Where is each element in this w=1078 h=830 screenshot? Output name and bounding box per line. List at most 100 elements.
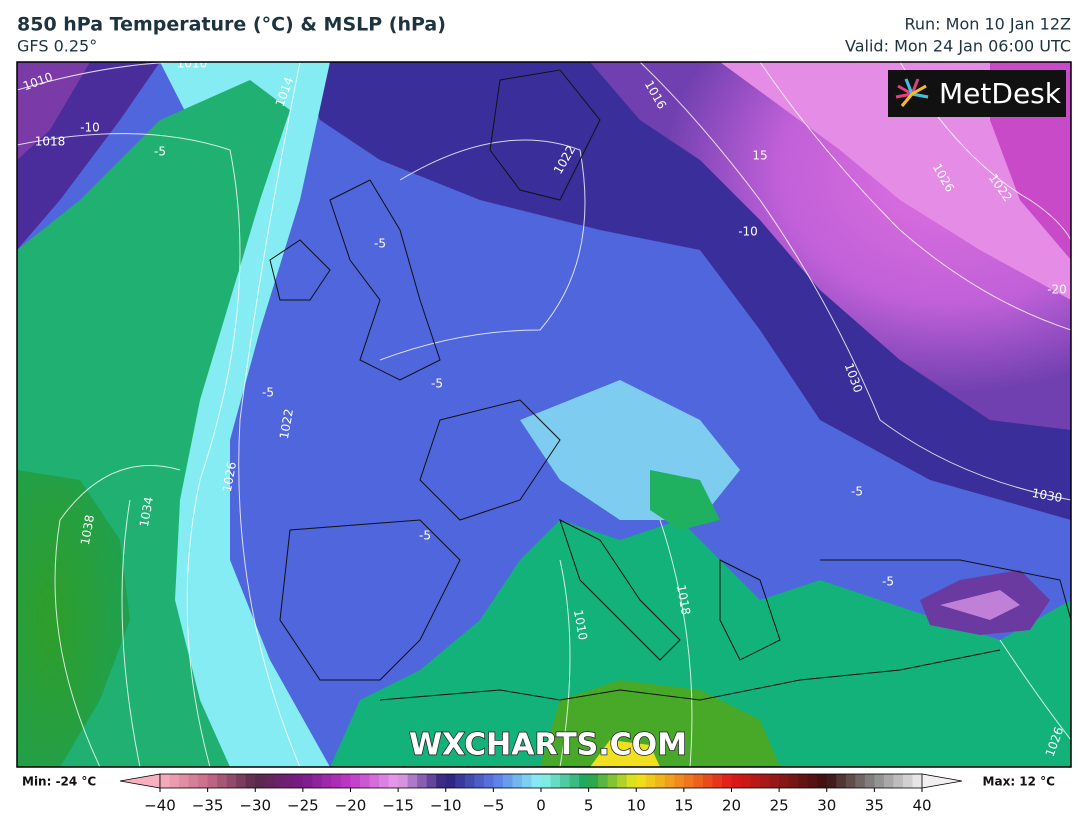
colorbar-segment [883, 774, 894, 788]
colorbar-segment [217, 774, 228, 788]
colorbar-segment [741, 774, 752, 788]
isobar [121, 499, 141, 767]
colorbar-segment [350, 774, 361, 788]
colorbar-segment [369, 774, 380, 788]
colorbar-tick-label: 10 [627, 797, 646, 815]
colorbar-segment [331, 774, 342, 788]
contour-label: -5 [154, 145, 166, 159]
colorbar-tick-label: 30 [817, 797, 836, 815]
colorbar-segment [179, 774, 190, 788]
coastline [820, 559, 1071, 621]
cold-band [300, 62, 1071, 520]
warm-sw [17, 470, 130, 767]
logo-rays [900, 84, 927, 107]
brand-logo [895, 78, 929, 107]
isobar [659, 519, 693, 767]
colorbar-segment [636, 774, 647, 788]
colorbar-segment [379, 774, 390, 788]
colorbar-segment [569, 774, 580, 788]
isobar [639, 62, 1071, 501]
colorbar-segment [198, 774, 209, 788]
colorbar-segment [236, 774, 247, 788]
colorbar-tick-label: −10 [430, 797, 462, 815]
colorbar-tick-label: 40 [912, 797, 931, 815]
colorbar-segment [702, 774, 713, 788]
colorbar-segment [712, 774, 723, 788]
coastline [269, 239, 331, 301]
colorbar-segment [626, 774, 637, 788]
contour-label: -5 [431, 377, 443, 391]
colorbar-segment [817, 774, 828, 788]
colorbar-segment [407, 774, 418, 788]
contour-label: 1010 [571, 609, 590, 642]
contour-label: -10 [738, 225, 758, 239]
colorbar-segment [664, 774, 675, 788]
colorbar-segment [760, 774, 771, 788]
colorbar-segment [521, 774, 532, 788]
colorbar-segment [788, 774, 799, 788]
colorbar-segment [693, 774, 704, 788]
contour-label: -20 [1047, 283, 1067, 297]
coastline [379, 649, 1001, 701]
colorbar-max-arrow [921, 773, 963, 789]
colorbar-segment [807, 774, 818, 788]
isobars [17, 62, 1071, 767]
contour-label: -10 [80, 121, 100, 135]
warmer-south [540, 680, 780, 767]
colorbar-segment [464, 774, 475, 788]
coastlines [269, 69, 1071, 701]
warmest-south [590, 740, 660, 767]
colorbar-tick-label: −30 [239, 797, 271, 815]
colorbar-segment [445, 774, 456, 788]
colorbar-segment [398, 774, 409, 788]
coastline [419, 399, 561, 521]
colorbar-tick-label: −40 [144, 797, 176, 815]
colorbar-segment [721, 774, 732, 788]
colorbar-segment [836, 774, 847, 788]
contour-label: 1038 [78, 514, 97, 547]
colorbar-segment [321, 774, 332, 788]
colorbar-segment [360, 774, 371, 788]
colorbar-segment [483, 774, 494, 788]
contour-label: 1010 [177, 57, 208, 71]
colorbar-tick-label: −35 [192, 797, 224, 815]
colorbar-segment [598, 774, 609, 788]
colorbar-segment [607, 774, 618, 788]
title: 850 hPa Temperature (°C) & MSLP (hPa) [17, 14, 446, 36]
colorbar-segment [169, 774, 180, 788]
cold-nw-core [17, 62, 90, 160]
contour-label: -5 [374, 237, 386, 251]
isobar [759, 62, 1071, 331]
colorbar-segment [312, 774, 323, 788]
cold-pocket-core [940, 590, 1020, 620]
coastline [719, 559, 781, 661]
contour-label: -5 [882, 575, 894, 589]
contour-label: 15 [752, 149, 767, 163]
coastline [279, 519, 461, 681]
logo-rays [904, 78, 929, 99]
colorbar-segment [293, 774, 304, 788]
colorbar-segment [531, 774, 542, 788]
colorbar-segment [493, 774, 504, 788]
contour-label: 1018 [35, 135, 66, 149]
colorbar-segment [902, 774, 913, 788]
contour-label: -5 [419, 529, 431, 543]
isobar [238, 62, 301, 767]
colorbar-tick-label: −25 [287, 797, 319, 815]
colorbar-segment [655, 774, 666, 788]
colorbar-segment [436, 774, 447, 788]
colorbar-segment [845, 774, 856, 788]
colorbar-segment [160, 774, 171, 788]
colorbar-segment [645, 774, 656, 788]
isobar [999, 639, 1071, 741]
colorbar-segment [588, 774, 599, 788]
colorbar-segment [455, 774, 466, 788]
colorbar-segment [512, 774, 523, 788]
colorbar-segment [560, 774, 571, 788]
colorbar-segment [674, 774, 685, 788]
isobar [559, 559, 571, 767]
colorbar-segment [207, 774, 218, 788]
valid-time: Valid: Mon 24 Jan 06:00 UTC [845, 37, 1071, 56]
